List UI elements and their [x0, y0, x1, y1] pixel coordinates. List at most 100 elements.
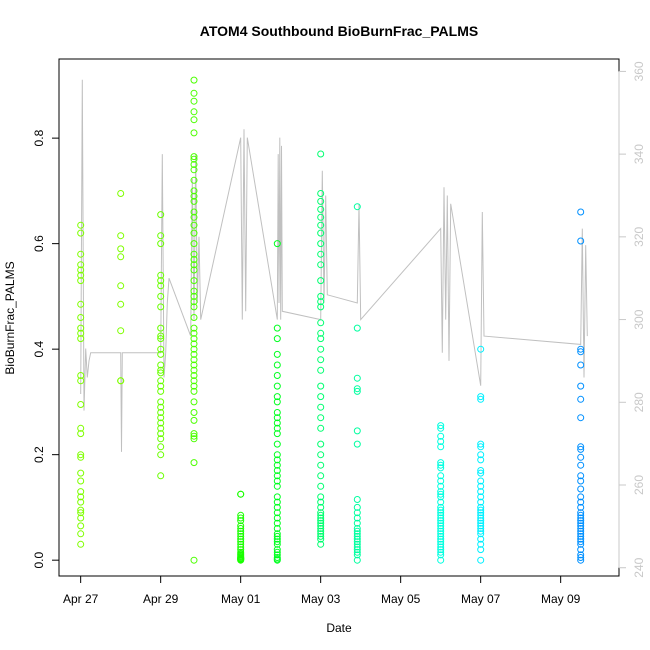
data-point: [190, 430, 198, 438]
data-point: [157, 232, 165, 240]
data-point: [117, 253, 125, 261]
data-point: [437, 538, 445, 546]
data-point: [437, 472, 445, 480]
data-point: [437, 522, 445, 530]
data-point: [477, 503, 485, 511]
data-point: [190, 356, 198, 364]
data-point: [190, 97, 198, 105]
data-point: [477, 498, 485, 506]
data-point: [273, 472, 281, 480]
data-point: [437, 490, 445, 498]
data-point: [317, 532, 325, 540]
data-point: [317, 393, 325, 401]
data-point: [190, 324, 198, 332]
data-point: [190, 161, 198, 168]
data-point: [437, 527, 445, 535]
data-point: [77, 453, 85, 461]
data-point: [190, 197, 198, 205]
data-point: [190, 129, 198, 137]
data-point: [577, 525, 585, 532]
data-point: [273, 498, 281, 506]
data-point: [273, 461, 281, 469]
data-point: [437, 424, 445, 432]
data-point: [353, 525, 361, 532]
data-point: [577, 493, 585, 501]
data-point: [77, 261, 85, 269]
secondary-series-line: [80, 79, 588, 452]
x-tick-label: Apr 27: [63, 592, 99, 606]
data-point: [437, 548, 445, 556]
data-point: [190, 387, 198, 395]
data-point: [190, 303, 198, 311]
data-point: [577, 445, 585, 453]
data-point: [273, 440, 281, 448]
data-point: [237, 540, 245, 548]
data-point: [237, 535, 245, 543]
data-point: [577, 395, 585, 403]
data-point: [317, 303, 325, 311]
data-point: [273, 393, 281, 401]
data-point: [477, 467, 485, 474]
data-point: [273, 419, 281, 427]
data-point: [190, 416, 198, 424]
y-tick-label: 0.0: [32, 552, 46, 569]
data-point: [317, 527, 325, 535]
data-point: [317, 403, 325, 411]
data-point: [77, 271, 85, 279]
data-point: [190, 221, 198, 229]
data-point: [577, 530, 585, 538]
data-point: [237, 543, 245, 551]
data-point: [190, 366, 198, 374]
data-point: [273, 503, 281, 511]
data-point: [190, 250, 198, 258]
data-point: [577, 514, 585, 522]
data-point: [437, 511, 445, 519]
data-point: [273, 519, 281, 527]
data-point: [477, 525, 485, 532]
data-point: [273, 532, 281, 540]
data-point: [157, 303, 165, 311]
secondary-y-tick-label: 320: [632, 226, 646, 246]
data-point: [190, 287, 198, 295]
data-point: [353, 503, 361, 511]
data-point: [353, 387, 361, 395]
data-point: [317, 509, 325, 517]
data-point: [190, 292, 198, 300]
data-point: [477, 488, 485, 496]
data-point: [353, 535, 361, 543]
data-point: [77, 300, 85, 308]
data-point: [77, 469, 85, 477]
data-point: [317, 292, 325, 300]
data-point: [273, 556, 281, 564]
data-point: [117, 232, 125, 240]
y-axis: 0.0 0.2 0.4 0.6 0.8: [32, 129, 60, 569]
data-point: [117, 245, 125, 253]
data-point: [77, 430, 85, 438]
y-tick-label: 0.2: [32, 446, 46, 463]
data-point: [577, 511, 585, 519]
data-point: [577, 208, 585, 216]
x-axis: Apr 27 Apr 29 May 01 May 03 May 05 May 07 May …: [63, 575, 581, 606]
data-point: [477, 482, 485, 490]
data-point: [77, 540, 85, 548]
data-point: [353, 543, 361, 551]
data-point: [273, 538, 281, 546]
data-point: [577, 517, 585, 525]
data-point: [190, 556, 198, 564]
data-point: [317, 535, 325, 543]
data-point: [190, 432, 198, 440]
data-point: [477, 443, 485, 451]
data-point: [437, 546, 445, 554]
data-point: [477, 493, 485, 501]
data-point: [77, 514, 85, 522]
y-axis-label: BioBurnFrac_PALMS: [3, 261, 17, 374]
data-point: [77, 314, 85, 321]
data-point: [273, 477, 281, 485]
data-point: [190, 277, 198, 285]
data-point: [317, 424, 325, 432]
data-point: [437, 543, 445, 551]
data-point: [437, 556, 445, 564]
data-point: [353, 551, 361, 559]
data-point: [317, 205, 325, 213]
